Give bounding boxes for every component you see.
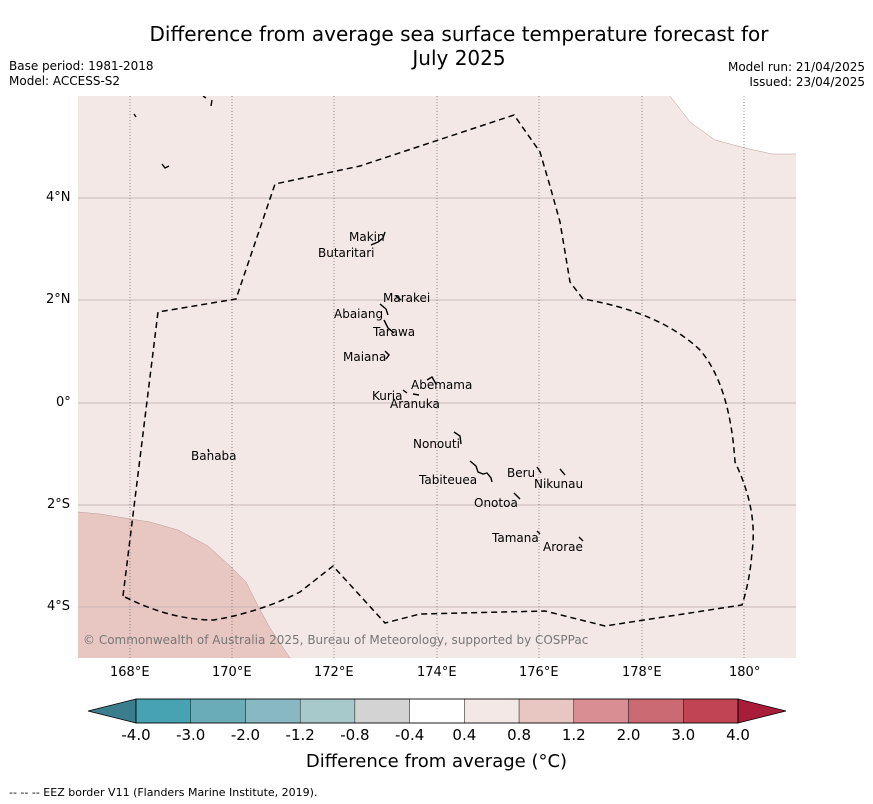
- lon-label-176e: 176°E: [519, 665, 559, 680]
- label-onotoa: Onotoa: [474, 496, 518, 510]
- colorbar-extend-low: [87, 698, 137, 724]
- colorbar-segment: [190, 698, 246, 724]
- label-tamana: Tamana: [491, 531, 539, 545]
- label-banaba: Banaba: [191, 449, 237, 463]
- island-outlines: [133, 96, 584, 542]
- model-name: Model: ACCESS-S2: [9, 74, 121, 88]
- label-aranuka: Aranuka: [390, 397, 440, 411]
- lon-label-174e: 174°E: [417, 665, 457, 680]
- label-abemama: Abemama: [411, 378, 472, 392]
- meta-left: Base period: 1981-2018 Model: ACCESS-S2: [9, 59, 154, 89]
- colorbar-tick-label: -4.0: [121, 726, 151, 744]
- lon-label-172e: 172°E: [314, 665, 354, 680]
- colorbar-segment: [354, 698, 410, 724]
- colorbar-tick-label: -0.4: [394, 726, 425, 744]
- label-tarawa: Tarawa: [372, 325, 415, 339]
- lat-label-4s: 4°S: [47, 599, 71, 614]
- lat-label-2s: 2°S: [47, 497, 71, 512]
- issued-date: Issued: 23/04/2025: [749, 75, 865, 89]
- base-period: Base period: 1981-2018: [9, 59, 154, 73]
- colorbar-tick-label: -1.2: [285, 726, 315, 744]
- colorbar-tick-label: 3.0: [671, 726, 696, 744]
- lon-label-168e: 168°E: [110, 665, 150, 680]
- colorbar-tick-label: 0.4: [452, 726, 477, 744]
- label-nonouti: Nonouti: [413, 437, 460, 451]
- colorbar: [87, 698, 787, 724]
- lon-label-180: 180°: [729, 665, 761, 680]
- label-kuria: Kuria: [372, 389, 403, 403]
- label-maiana: Maiana: [343, 350, 386, 364]
- lon-label-178e: 178°E: [622, 665, 662, 680]
- colorbar-tick-label: 4.0: [726, 726, 750, 744]
- island-labels: Makin Butaritari Marakei Abaiang Tarawa …: [191, 230, 583, 554]
- colorbar-segment: [573, 698, 629, 724]
- title-line-1: Difference from average sea surface temp…: [149, 22, 769, 46]
- colorbar-segment: [628, 698, 684, 724]
- label-arorae: Arorae: [543, 540, 583, 554]
- colorbar-title: Difference from average (°C): [305, 751, 568, 772]
- eez-border: [122, 114, 754, 627]
- lat-label-4n: 4°N: [46, 190, 71, 205]
- map-title: Difference from average sea surface temp…: [0, 22, 873, 70]
- colorbar-tick-label: 0.8: [507, 726, 531, 744]
- model-run: Model run: 21/04/2025: [727, 60, 865, 74]
- colorbar-segment: [245, 698, 301, 724]
- colorbar-segment: [409, 698, 465, 724]
- colorbar-tick-label: -2.0: [230, 726, 261, 744]
- title-line-2: July 2025: [412, 46, 506, 70]
- colorbar-tick-label: 1.2: [561, 726, 586, 744]
- colorbar-extend-high: [737, 698, 787, 724]
- colorbar-segment: [464, 698, 520, 724]
- lon-label-170e: 170°E: [212, 665, 252, 680]
- label-marakei: Marakei: [383, 291, 430, 305]
- longitude-gridlines: [129, 96, 745, 658]
- neutral-anomaly-region: [670, 96, 796, 154]
- colorbar-segment: [683, 698, 739, 724]
- label-makin: Makin: [349, 230, 385, 244]
- colorbar-tick-label: -3.0: [176, 726, 206, 744]
- label-beru: Beru: [507, 466, 535, 480]
- warm-anomaly-region: [78, 512, 290, 658]
- label-tabiteuea: Tabiteuea: [418, 473, 477, 487]
- colorbar-segment: [518, 698, 575, 724]
- lat-label-2n: 2°N: [46, 292, 71, 307]
- eez-footnote: -- -- -- EEZ border V11 (Flanders Marine…: [9, 786, 318, 799]
- label-butaritari: Butaritari: [318, 246, 375, 260]
- lat-label-0: 0°: [56, 395, 71, 410]
- colorbar-tick-label: 2.0: [616, 726, 641, 744]
- colorbar-tick-label: -0.8: [340, 726, 370, 744]
- colorbar-segment: [135, 698, 191, 724]
- label-abaiang: Abaiang: [334, 307, 383, 321]
- meta-right: Model run: 21/04/2025 Issued: 23/04/2025: [728, 60, 865, 90]
- colorbar-segment: [299, 698, 356, 724]
- copyright-notice: © Commonwealth of Australia 2025, Bureau…: [83, 633, 588, 647]
- label-nikunau: Nikunau: [534, 477, 583, 491]
